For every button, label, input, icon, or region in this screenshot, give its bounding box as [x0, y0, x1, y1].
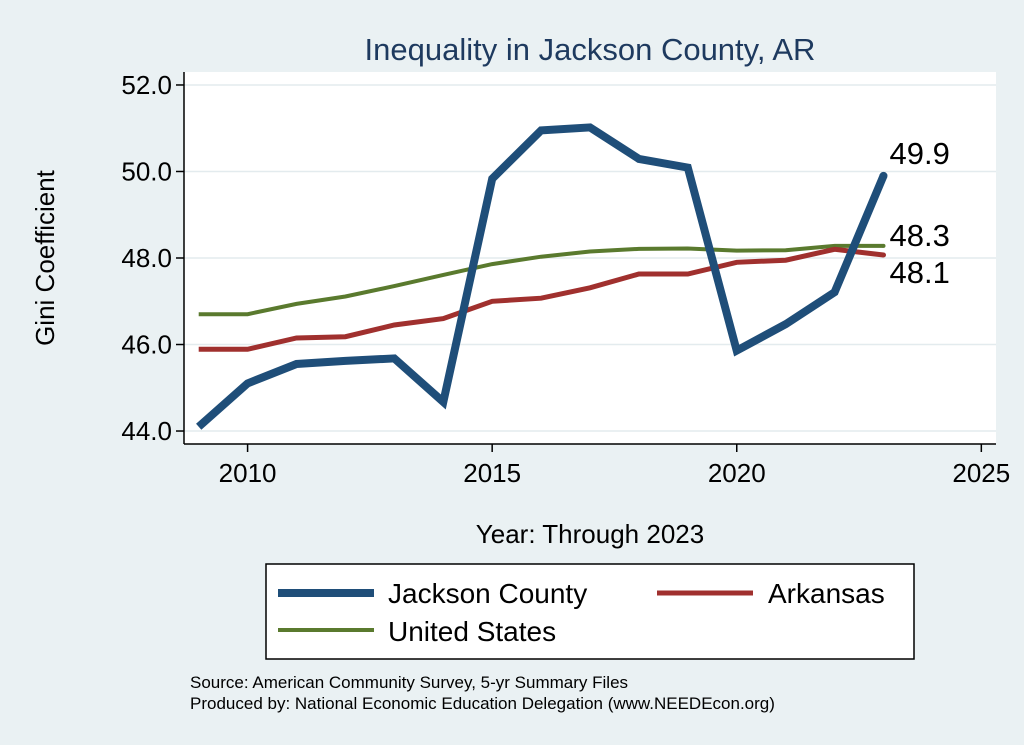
y-tick-label: 46.0: [121, 330, 172, 360]
chart-title: Inequality in Jackson County, AR: [365, 32, 816, 67]
x-tick-label: 2025: [952, 458, 1010, 488]
source-line: Source: American Community Survey, 5-yr …: [190, 673, 628, 692]
y-tick-label: 44.0: [121, 416, 172, 446]
series-lines: [196, 123, 888, 430]
end-label-arkansas: 48.1: [889, 255, 949, 290]
series-line-jackson-county: [196, 123, 888, 430]
end-label-united-states: 48.3: [889, 218, 949, 253]
end-labels: 49.9 48.148.3: [889, 136, 949, 290]
x-tick-label: 2015: [463, 458, 521, 488]
legend-box: [265, 563, 915, 660]
series-line-arkansas: [198, 246, 884, 352]
end-label-jackson-county: 49.9: [889, 136, 949, 171]
legend: Jackson County Arkansas United States: [265, 563, 915, 660]
legend-label: Arkansas: [768, 578, 885, 609]
y-tick-label: 50.0: [121, 156, 172, 186]
y-tick-label: 52.0: [121, 70, 172, 100]
producer-line: Produced by: National Economic Education…: [190, 694, 775, 713]
x-axis-label: Year: Through 2023: [476, 519, 704, 549]
x-tick-label: 2020: [708, 458, 766, 488]
series-end-point: [881, 243, 886, 248]
axes: 44.0 46.0 48.0 50.0 52.0 2010 2015 2020 2025: [121, 70, 1010, 488]
y-axis-label: Gini Coefficient: [30, 169, 60, 346]
x-tick-label: 2010: [219, 458, 277, 488]
series-end-point: [880, 252, 886, 258]
y-tick-label: 48.0: [121, 243, 172, 273]
legend-label: United States: [388, 616, 556, 647]
series-line-united-states: [198, 243, 884, 317]
gridlines: [184, 84, 996, 432]
series-end-point: [879, 171, 888, 180]
legend-label: Jackson County: [388, 578, 587, 609]
